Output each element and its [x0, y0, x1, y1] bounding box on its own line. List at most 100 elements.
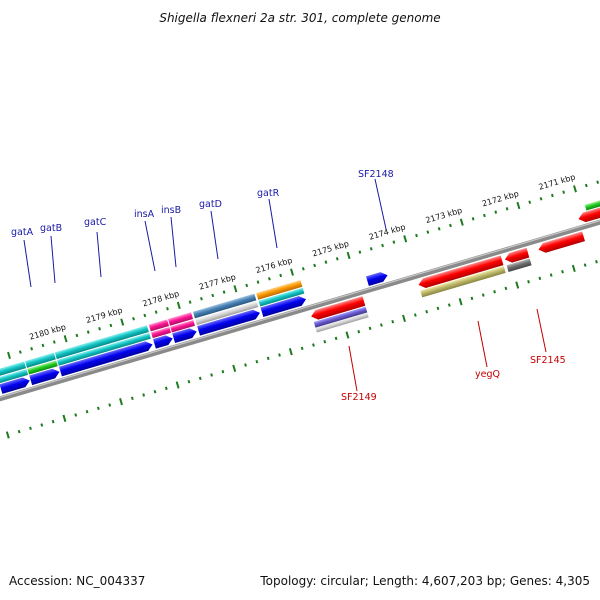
minor-tick — [527, 280, 530, 284]
minor-tick — [267, 277, 271, 281]
kbp-label: 2175 kbp — [311, 239, 350, 258]
minor-tick — [392, 240, 396, 244]
major-tick — [402, 314, 406, 323]
kbp-label: 2180 kbp — [28, 322, 67, 341]
gatB-label[interactable]: gatB — [40, 223, 62, 234]
minor-tick — [108, 403, 112, 407]
minor-tick — [18, 350, 22, 354]
insA-pink-box[interactable] — [151, 326, 171, 339]
kbp-label: 2173 kbp — [424, 206, 463, 225]
gatB-arrow[interactable] — [29, 367, 61, 386]
minor-tick — [379, 323, 383, 327]
minor-tick — [561, 270, 564, 274]
reverse-tick-track — [5, 260, 598, 439]
minor-tick — [29, 426, 32, 431]
minor-tick — [415, 233, 418, 238]
right-reverse-arrow[interactable] — [537, 231, 585, 255]
insB-pink-box[interactable] — [170, 319, 195, 333]
gatA-arrow[interactable] — [0, 376, 31, 394]
minor-tick — [210, 373, 213, 377]
minor-tick — [596, 180, 600, 184]
major-tick — [5, 431, 10, 439]
SF2149-arrow[interactable] — [310, 296, 366, 321]
minor-tick — [323, 339, 327, 344]
gatA-cyan-box[interactable] — [0, 369, 29, 384]
SF2149-slate-box[interactable] — [313, 306, 368, 328]
minor-tick — [279, 273, 283, 278]
major-tick — [288, 348, 293, 356]
minor-tick — [255, 359, 259, 364]
minor-tick — [426, 230, 430, 234]
gatB-green-box[interactable] — [27, 360, 58, 375]
major-tick — [403, 235, 408, 243]
forward-feature-row — [0, 199, 600, 394]
minor-tick — [447, 303, 451, 307]
minor-tick — [52, 340, 56, 344]
major-tick — [290, 268, 294, 276]
SF2145-leader — [536, 308, 547, 353]
gatD-silver-box[interactable] — [195, 301, 259, 326]
yegQ-label[interactable]: yegQ — [475, 369, 500, 380]
minor-tick — [142, 393, 146, 397]
SF2149-silver-box[interactable] — [315, 312, 369, 333]
minor-tick — [358, 250, 362, 254]
gatD-arrow[interactable] — [197, 308, 261, 336]
insA-arrow[interactable] — [153, 334, 174, 349]
minor-tick — [85, 409, 89, 414]
gatD-label[interactable]: gatD — [199, 199, 222, 210]
yegQ-arrow[interactable] — [417, 255, 504, 290]
gatC-cds-box[interactable] — [54, 325, 149, 360]
insB-arrow[interactable] — [172, 327, 198, 344]
SF2145-label[interactable]: SF2145 — [530, 355, 566, 366]
gatC-arrow[interactable] — [59, 340, 154, 377]
SF2145-arrow[interactable] — [503, 247, 530, 264]
yegQ-khaki-box[interactable] — [420, 266, 506, 298]
insA-label[interactable]: insA — [134, 209, 155, 220]
forward-tick-track — [7, 180, 600, 360]
insA-cds-box[interactable] — [148, 319, 170, 332]
right-green-box[interactable] — [584, 199, 600, 211]
minor-tick — [30, 347, 34, 351]
SF2148-arrow[interactable] — [366, 270, 389, 286]
major-tick — [7, 351, 11, 360]
minor-tick — [505, 207, 509, 211]
gatC-cyan-box[interactable] — [57, 332, 151, 366]
gatC-label[interactable]: gatC — [84, 217, 107, 228]
right-red-arrow[interactable] — [577, 205, 600, 224]
reverse-gene-labels: SF2149 yegQ SF2145 — [341, 308, 566, 403]
minor-tick — [413, 313, 417, 317]
gatC-leader — [96, 231, 102, 278]
minor-tick — [222, 290, 226, 294]
major-tick — [176, 301, 181, 310]
gatA-label[interactable]: gatA — [11, 227, 34, 238]
gatD-cds-box[interactable] — [192, 293, 257, 319]
kbp-label: 2174 kbp — [368, 222, 407, 241]
insB-label[interactable]: insB — [161, 205, 181, 216]
gatR-label[interactable]: gatR — [257, 188, 280, 199]
major-tick — [175, 381, 180, 389]
kbp-label-group: 2180 kbp 2179 kbp 2178 kbp 2177 kbp 2176… — [28, 172, 576, 341]
minor-tick — [539, 197, 543, 201]
gatB-cds-box[interactable] — [25, 352, 56, 368]
minor-tick — [187, 379, 191, 384]
minor-tick — [41, 343, 45, 348]
gatR-arrow[interactable] — [260, 294, 307, 318]
minor-tick — [132, 317, 135, 321]
minor-tick — [300, 346, 304, 351]
gatR-cyan-box[interactable] — [258, 287, 305, 307]
minor-tick — [86, 330, 90, 334]
insB-cds-box[interactable] — [168, 312, 194, 326]
minor-tick — [584, 183, 588, 188]
accession-text: Accession: NC_004337 — [9, 574, 146, 588]
SF2148-label[interactable]: SF2148 — [358, 169, 394, 180]
minor-tick — [221, 369, 225, 374]
gatR-cds-box[interactable] — [256, 280, 303, 300]
minor-tick — [449, 223, 452, 228]
major-tick — [573, 185, 577, 193]
SF2145-grey-box[interactable] — [506, 258, 532, 272]
major-tick — [459, 218, 464, 226]
SF2149-label[interactable]: SF2149 — [341, 392, 377, 403]
gatA-cds-box[interactable] — [0, 361, 27, 377]
minor-tick — [266, 356, 270, 361]
major-tick — [346, 251, 351, 260]
